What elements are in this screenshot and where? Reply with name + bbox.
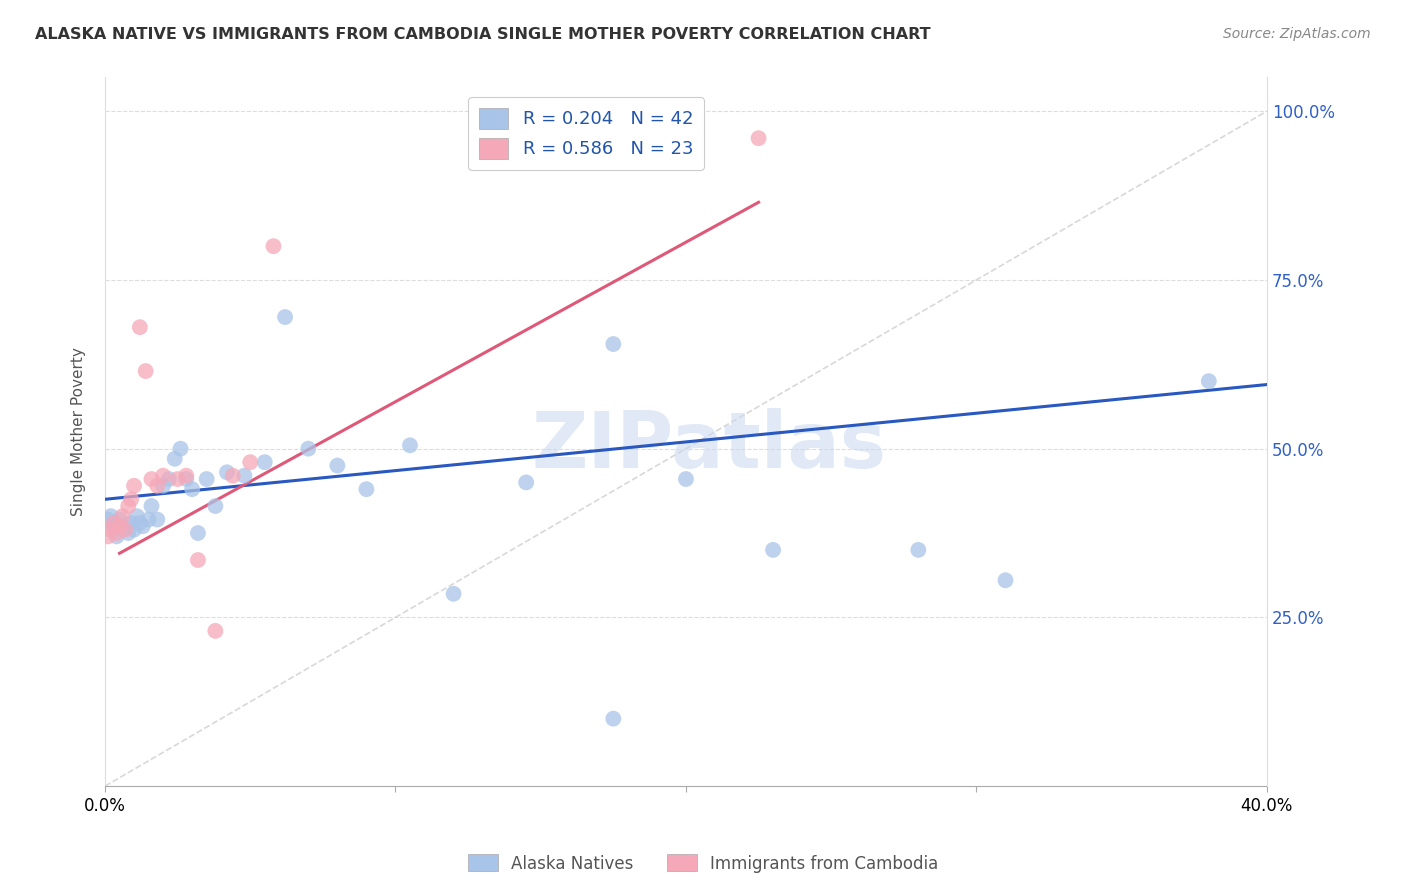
Point [602, 712, 624, 726]
Point [128, 320, 150, 334]
Point [135, 364, 157, 378]
Point [105, 526, 128, 541]
Point [239, 455, 262, 469]
Point [222, 468, 245, 483]
Point [111, 509, 134, 524]
Text: ALASKA NATIVE VS IMMIGRANTS FROM CAMBODIA SINGLE MOTHER POVERTY CORRELATION CHAR: ALASKA NATIVE VS IMMIGRANTS FROM CAMBODI… [35, 27, 931, 42]
Point [994, 574, 1017, 588]
Point [169, 442, 191, 456]
Point [117, 526, 139, 541]
Point [103, 519, 125, 533]
Point [762, 542, 785, 557]
Point [204, 499, 226, 513]
Point [253, 455, 276, 469]
Point [152, 479, 174, 493]
Point [97, 512, 120, 526]
Point [176, 472, 198, 486]
Point [141, 499, 163, 513]
Point [138, 512, 160, 526]
Point [125, 509, 148, 524]
Point [117, 499, 139, 513]
Point [356, 482, 378, 496]
Point [176, 468, 198, 483]
Point [187, 526, 209, 541]
Point [187, 553, 209, 567]
Text: ZIPatlas: ZIPatlas [531, 408, 887, 484]
Legend: Alaska Natives, Immigrants from Cambodia: Alaska Natives, Immigrants from Cambodia [461, 847, 945, 880]
Point [97, 529, 120, 543]
Point [146, 479, 169, 493]
Point [675, 472, 697, 486]
Point [163, 451, 186, 466]
Point [204, 624, 226, 638]
Point [443, 587, 465, 601]
Point [100, 509, 122, 524]
Point [141, 472, 163, 486]
Point [146, 512, 169, 526]
Point [128, 516, 150, 530]
Point [297, 442, 319, 456]
Point [105, 529, 128, 543]
Point [100, 523, 122, 537]
Point [132, 519, 155, 533]
Point [215, 465, 238, 479]
Point [122, 523, 145, 537]
Point [120, 516, 142, 530]
Point [108, 519, 131, 533]
Point [166, 472, 188, 486]
Point [274, 310, 297, 324]
Point [326, 458, 349, 473]
Point [602, 337, 624, 351]
Y-axis label: Single Mother Poverty: Single Mother Poverty [72, 347, 86, 516]
Point [181, 482, 204, 496]
Point [748, 131, 770, 145]
Point [120, 492, 142, 507]
Point [114, 519, 136, 533]
Point [1198, 374, 1220, 388]
Point [114, 523, 136, 537]
Point [399, 438, 422, 452]
Point [111, 523, 134, 537]
Point [152, 468, 174, 483]
Point [907, 542, 929, 557]
Point [103, 516, 125, 530]
Point [515, 475, 537, 490]
Point [122, 479, 145, 493]
Text: Source: ZipAtlas.com: Source: ZipAtlas.com [1223, 27, 1371, 41]
Legend: R = 0.204   N = 42, R = 0.586   N = 23: R = 0.204 N = 42, R = 0.586 N = 23 [468, 97, 704, 169]
Point [262, 239, 284, 253]
Point [233, 468, 256, 483]
Point [108, 512, 131, 526]
Point [195, 472, 218, 486]
Point [157, 472, 180, 486]
